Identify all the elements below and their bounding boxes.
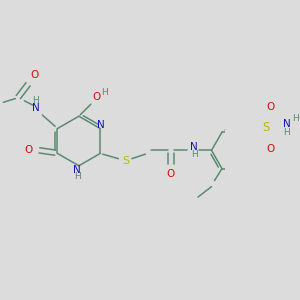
Text: N: N: [97, 120, 105, 130]
Text: N: N: [190, 142, 198, 152]
Text: O: O: [31, 70, 39, 80]
Text: O: O: [167, 169, 175, 179]
Text: H: H: [191, 150, 198, 159]
Text: N: N: [32, 103, 40, 112]
Text: O: O: [25, 146, 33, 155]
Text: O: O: [266, 144, 274, 154]
Text: N: N: [283, 119, 290, 129]
Text: N: N: [74, 164, 81, 175]
Text: H: H: [101, 88, 108, 97]
Text: H: H: [32, 96, 39, 105]
Text: H: H: [292, 114, 299, 123]
Text: S: S: [122, 156, 129, 166]
Text: H: H: [74, 172, 81, 181]
Text: O: O: [93, 92, 101, 102]
Text: H: H: [283, 128, 290, 137]
Text: S: S: [262, 121, 269, 134]
Text: O: O: [266, 102, 274, 112]
